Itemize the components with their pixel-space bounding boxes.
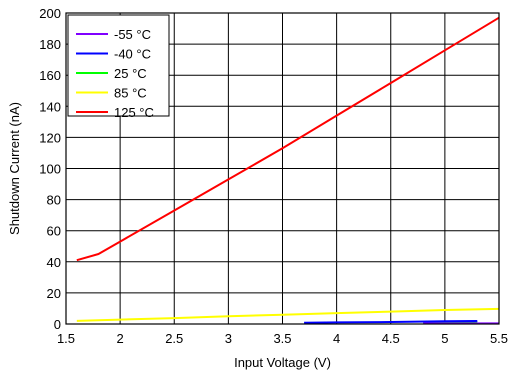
x-tick-label: 2 [117,331,124,346]
y-tick-label: 40 [47,255,61,270]
legend: -55 °C -40 °C 25 °C 85 °C 125 °C [67,14,170,120]
y-tick-label: 120 [39,130,61,145]
y-tick-label: 20 [47,286,61,301]
x-axis-label: Input Voltage (V) [234,355,331,370]
y-tick-label: 160 [39,68,61,83]
x-tick-label: 5 [441,331,448,346]
legend-label: 125 °C [114,105,154,120]
legend-label: 85 °C [114,86,147,101]
x-tick-label: 5.5 [490,331,508,346]
legend-label: -40 °C [114,47,151,62]
x-tick-labels: 1.5 2 2.5 3 3.5 4 4.5 5 5.5 [57,331,508,346]
y-tick-label: 0 [54,317,61,332]
x-tick-label: 4 [333,331,340,346]
x-tick-label: 3 [225,331,232,346]
legend-box [67,14,170,117]
x-tick-label: 1.5 [57,331,75,346]
y-tick-label: 180 [39,37,61,52]
x-tick-label: 3.5 [273,331,291,346]
y-tick-label: 80 [47,193,61,208]
y-axis-label: Shutdown Current (nA) [7,102,22,235]
legend-label: -55 °C [114,27,151,42]
y-tick-label: 60 [47,224,61,239]
y-tick-label: 200 [39,6,61,21]
series-line [76,16,500,262]
plot-frame [65,12,500,325]
series-line [304,320,478,324]
x-tick-label: 4.5 [382,331,400,346]
y-tick-label: 100 [39,162,61,177]
x-tick-label: 2.5 [165,331,183,346]
legend-label: 25 °C [114,66,147,81]
y-tick-labels: 0 20 40 60 80 100 120 140 160 180 200 [39,6,61,332]
y-tick-label: 140 [39,99,61,114]
series-line [76,307,500,322]
grid [66,13,499,324]
